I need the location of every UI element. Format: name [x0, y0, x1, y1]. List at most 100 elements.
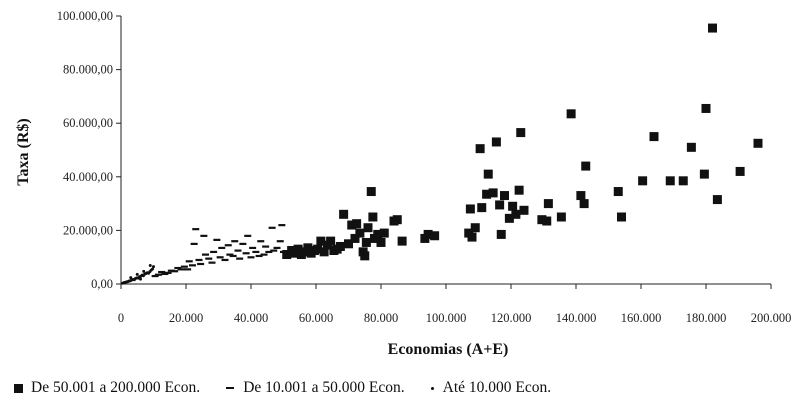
data-point-square — [708, 23, 717, 33]
x-tick-label: 100.000 — [426, 311, 467, 325]
data-point-dash — [177, 268, 185, 271]
data-point-dash — [174, 266, 182, 270]
data-point-square — [686, 142, 696, 152]
data-point-dash — [184, 268, 192, 271]
x-tick-label: 160.000 — [621, 311, 662, 325]
scatter-chart: 0,00 20.000,00 40.000,00 60.000,00 80.000,00… — [15, 9, 791, 358]
data-point-square — [617, 212, 626, 222]
data-point-square — [470, 223, 480, 233]
data-point-dot — [151, 267, 155, 271]
legend-label-small: Até 10.000 Econ. — [442, 379, 552, 396]
data-point-square — [319, 247, 329, 257]
data-point-dash — [210, 250, 218, 254]
x-tick-label: 200.000 — [751, 311, 792, 325]
legend-label-medium: De 10.001 a 50.000 Econ. — [243, 379, 405, 396]
data-point-dash — [208, 261, 216, 264]
data-point-dash — [255, 254, 263, 258]
data-point-dash — [216, 256, 224, 259]
data-point-dash — [244, 234, 252, 237]
data-point-dash — [197, 262, 205, 266]
data-point-dash — [195, 258, 203, 262]
data-point-dash — [171, 270, 179, 273]
data-point-dash — [280, 250, 287, 254]
data-point-dash — [218, 246, 226, 250]
data-point-square — [488, 188, 498, 198]
data-point-square — [504, 213, 514, 223]
data-point-square — [665, 176, 675, 186]
data-point-square — [316, 236, 326, 246]
x-tick-label: 180.000 — [686, 311, 727, 325]
data-point-dash — [192, 228, 200, 231]
data-point-dash — [226, 253, 234, 256]
data-point-square — [491, 137, 501, 147]
data-point-dash — [224, 244, 232, 247]
axes — [120, 16, 771, 285]
dot-marker-icon — [430, 386, 434, 390]
x-tick-label: 60.000 — [299, 311, 333, 325]
data-point-dash — [202, 253, 209, 256]
data-point-square — [282, 250, 292, 260]
legend: De 50.001 a 200.000 Econ. De 10.001 a 50… — [14, 376, 804, 400]
data-point-dash — [276, 240, 284, 243]
data-point-square — [638, 176, 648, 186]
data-point-square — [496, 229, 506, 239]
data-point-square — [537, 215, 547, 225]
y-tick-label: 0,00 — [91, 277, 113, 291]
y-axis-title: Taxa (R$) — [15, 118, 32, 185]
data-point-dash — [164, 271, 172, 274]
x-tick-label: 0 — [118, 311, 124, 325]
data-point-dot — [148, 264, 152, 268]
data-point-square — [335, 241, 345, 251]
y-tick-label: 60.000,00 — [63, 116, 113, 130]
data-point-square — [576, 191, 586, 201]
data-point-dash — [236, 257, 244, 260]
data-point-square — [556, 212, 566, 222]
data-point-square — [379, 228, 389, 238]
data-point-square — [352, 219, 362, 229]
data-point-square — [613, 187, 623, 197]
data-point-square — [344, 239, 353, 249]
data-point-dash — [158, 270, 166, 274]
data-point-square — [313, 244, 323, 254]
data-point-dash — [190, 242, 198, 245]
data-point-dash — [262, 245, 270, 248]
data-points — [121, 23, 763, 285]
x-axis-title: Economias (A+E) — [388, 341, 509, 358]
data-point-dot — [129, 276, 133, 280]
data-point-square — [699, 169, 709, 179]
data-point-square — [350, 233, 360, 243]
data-point-dash — [239, 242, 247, 245]
x-tick-label: 120.000 — [491, 311, 532, 325]
square-marker-icon — [14, 383, 23, 393]
data-point-dash — [200, 234, 208, 237]
data-point-square — [368, 212, 378, 222]
data-point-dot — [139, 277, 142, 281]
data-point-square — [423, 229, 433, 239]
y-tick-label: 20.000,00 — [63, 223, 113, 237]
legend-item-large: De 50.001 a 200.000 Econ. — [14, 379, 200, 397]
data-point-square — [376, 237, 386, 247]
data-point-dash — [242, 252, 250, 255]
data-point-square — [495, 200, 505, 210]
data-point-square — [543, 199, 553, 209]
data-point-square — [678, 176, 688, 186]
x-axis-ticks: 0 20.000 40.000 60.000 80.000 100.000 120.000 1… — [118, 284, 791, 325]
data-point-dash — [221, 258, 229, 262]
data-point-square — [514, 185, 524, 195]
y-tick-label: 100.000,00 — [57, 9, 113, 23]
data-point-dash — [249, 246, 257, 250]
data-point-square — [392, 215, 402, 225]
data-point-dash — [260, 253, 268, 256]
data-point-dash — [257, 240, 265, 243]
data-point-square — [542, 216, 552, 226]
x-tick-label: 20.000 — [169, 311, 203, 325]
y-axis-ticks: 0,00 20.000,00 40.000,00 60.000,00 80.000,00… — [57, 9, 121, 291]
data-point-dash — [154, 273, 162, 276]
data-point-square — [366, 187, 376, 197]
data-point-dash — [180, 265, 188, 268]
data-point-square — [516, 128, 526, 138]
y-tick-label: 80.000,00 — [63, 63, 113, 77]
data-point-square — [483, 169, 493, 179]
data-point-dash — [265, 250, 273, 254]
data-point-square — [339, 209, 349, 219]
